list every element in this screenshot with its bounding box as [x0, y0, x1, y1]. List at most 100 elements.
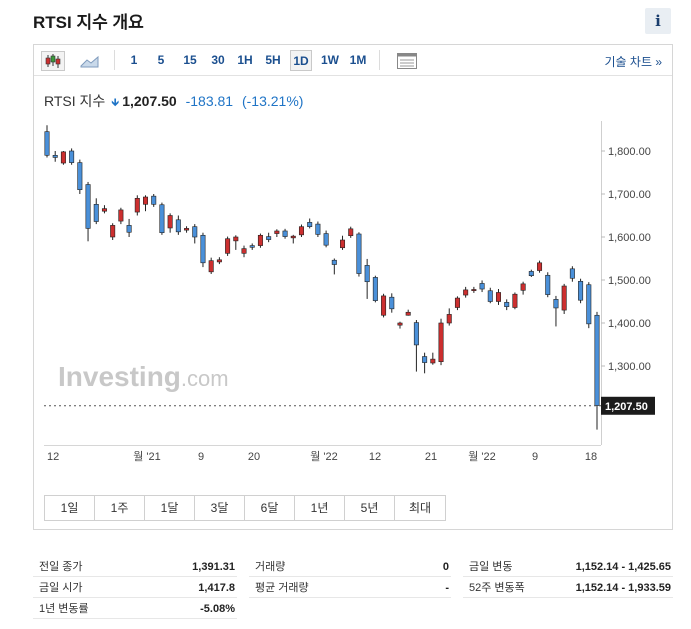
candle-body	[151, 195, 157, 205]
stat-row: 거래량 0	[249, 556, 451, 577]
candle-body	[471, 289, 477, 291]
candle-body	[257, 234, 263, 246]
range-tab-1y[interactable]: 1년	[295, 496, 345, 520]
candlestick-icon[interactable]	[41, 51, 65, 71]
candle-body	[241, 248, 247, 254]
stat-label: 평균 거래량	[255, 582, 309, 594]
stat-label: 금일 변동	[469, 561, 513, 573]
timeframe-30[interactable]: 30	[211, 53, 225, 67]
stat-row: 1년 변동률 -5.08%	[33, 598, 237, 619]
candle-body	[405, 311, 411, 316]
candle-body	[553, 299, 559, 309]
candle-body	[44, 131, 50, 156]
stat-value: 1,152.14 - 1,933.59	[575, 582, 671, 594]
candle-body	[52, 155, 58, 158]
candle-body	[512, 293, 518, 308]
stats-column: 거래량 0 평균 거래량 -	[249, 556, 451, 598]
candle-body	[381, 295, 387, 316]
area-chart-icon[interactable]	[78, 51, 102, 71]
candle-body	[331, 259, 337, 265]
range-tab-5y[interactable]: 5년	[345, 496, 395, 520]
candle-body	[397, 322, 403, 326]
candle-body	[364, 265, 370, 283]
x-tick-label: 월 '22	[468, 450, 496, 463]
candle-body	[528, 271, 534, 276]
candle-body	[569, 268, 575, 279]
candle-body	[298, 226, 304, 236]
stat-label: 52주 변동폭	[469, 582, 525, 594]
candle-body	[184, 228, 190, 231]
timeframe-1h[interactable]: 1H	[237, 53, 253, 67]
settings-panel-icon[interactable]	[396, 51, 420, 71]
candle-body	[60, 151, 66, 164]
candle-body	[200, 234, 206, 264]
candle-body	[85, 184, 91, 229]
candle-body	[282, 230, 288, 237]
info-icon[interactable]: i	[645, 8, 671, 34]
candle-body	[446, 314, 452, 324]
quote-line: RTSI 지수 🡻 1,207.50 -183.81 (-13.21%)	[44, 91, 303, 113]
candle-body	[487, 290, 493, 302]
technical-chart-link[interactable]: 기술 차트 »	[604, 55, 662, 69]
stat-row: 금일 시가 1,417.8	[33, 577, 237, 598]
candle-body	[110, 225, 116, 238]
index-name: RTSI 지수	[44, 93, 106, 109]
timeframe-15[interactable]: 15	[183, 53, 197, 67]
toolbar-divider	[379, 50, 380, 70]
price-change: -183.81	[185, 93, 234, 109]
last-price: 1,207.50	[122, 93, 177, 109]
timeframe-1[interactable]: 1	[130, 53, 138, 67]
x-tick-label: 12	[369, 451, 381, 463]
stat-value: 0	[442, 561, 449, 573]
candle-body	[216, 259, 222, 263]
range-tabs: 1일 1주 1달 3달 6달 1년 5년 최대	[44, 495, 446, 521]
y-tick-label: 1,300.00	[608, 361, 651, 373]
timeframe-1d[interactable]: 1D	[290, 50, 312, 71]
stat-label: 전일 종가	[39, 561, 83, 573]
price-chart[interactable]: Investing.com 1,800.00 1,700.00 1,600.00 1,5…	[34, 45, 672, 485]
candle-body	[356, 233, 362, 274]
range-tab-6mo[interactable]: 6달	[245, 496, 295, 520]
stat-row: 평균 거래량 -	[249, 577, 451, 598]
stats-column: 전일 종가 1,391.31 금일 시가 1,417.8 1년 변동률 -5.0…	[33, 556, 237, 619]
candle-body	[340, 239, 346, 249]
watermark-suffix: .com	[181, 366, 229, 391]
candle-body	[561, 285, 567, 311]
stat-value: -	[445, 582, 449, 594]
stats-column: 금일 변동 1,152.14 - 1,425.65 52주 변동폭 1,152.…	[463, 556, 673, 598]
range-tab-3mo[interactable]: 3달	[195, 496, 245, 520]
candle-body	[143, 196, 149, 205]
candle-body	[430, 358, 436, 364]
stat-row: 52주 변동폭 1,152.14 - 1,933.59	[463, 577, 673, 598]
candle-body	[586, 284, 592, 325]
timeframe-5h[interactable]: 5H	[265, 53, 281, 67]
range-tab-max[interactable]: 최대	[395, 496, 445, 520]
timeframe-1w[interactable]: 1W	[321, 53, 339, 67]
timeframe-1m[interactable]: 1M	[349, 53, 367, 67]
candle-body	[454, 297, 460, 308]
candle-body	[274, 230, 280, 234]
x-tick-label: 18	[585, 451, 597, 463]
candle-body	[520, 283, 526, 291]
timeframe-5[interactable]: 5	[157, 53, 165, 67]
candle-body	[208, 260, 214, 273]
candle-body	[315, 223, 321, 235]
candle-body	[545, 274, 551, 295]
candle-body	[77, 162, 83, 191]
range-tab-1w[interactable]: 1주	[95, 496, 145, 520]
stat-row: 금일 변동 1,152.14 - 1,425.65	[463, 556, 673, 577]
candle-body	[225, 238, 231, 254]
x-tick-label: 21	[425, 451, 437, 463]
stat-value: 1,417.8	[198, 582, 235, 594]
candle-body	[372, 277, 378, 301]
candle-body	[290, 235, 296, 239]
candle-body	[438, 322, 444, 363]
range-tab-1mo[interactable]: 1달	[145, 496, 195, 520]
stat-value: -5.08%	[200, 603, 235, 615]
x-tick-label: 20	[248, 451, 260, 463]
x-tick-label: 월 '22	[310, 450, 338, 463]
candle-body	[159, 204, 165, 234]
range-tab-1d[interactable]: 1일	[45, 496, 95, 520]
candle-body	[537, 262, 543, 271]
y-tick-label: 1,700.00	[608, 189, 651, 201]
